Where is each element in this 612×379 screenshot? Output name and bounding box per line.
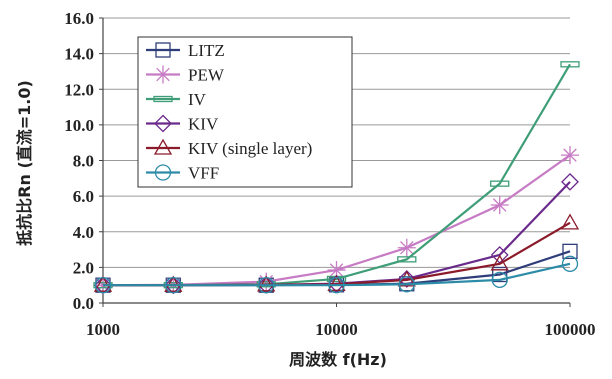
legend-marker-kiv-single-layer: [153, 138, 173, 155]
legend-label: PEW: [188, 66, 225, 85]
data-point-pew: [490, 196, 509, 215]
y-tick-label: 10.0: [64, 116, 94, 135]
y-tick-label: 8.0: [73, 152, 94, 171]
legend-entry-litz: LITZ: [146, 41, 225, 60]
data-point-kiv: [561, 172, 579, 191]
tick-labels: 0.0 2.0 4.0 6.0 8.0 10.0 12.0 14.0 16.0 1000 10000…: [64, 9, 595, 339]
legend-entry-kiv-single-layer: KIV (single layer): [146, 138, 312, 158]
y-tick-label: 4.0: [73, 223, 94, 242]
data-point-kiv-single-layer: [397, 270, 416, 287]
data-point-litz: [492, 266, 508, 283]
axes: [99, 17, 571, 307]
data-point-pew: [561, 146, 579, 165]
legend-label: KIV: [188, 115, 219, 134]
legend-label: VFF: [188, 164, 219, 183]
data-point-kiv-single-layer: [490, 254, 509, 271]
data-point-iv: [397, 256, 417, 263]
data-point-pew: [397, 238, 416, 257]
data-point-kiv-single-layer: [327, 274, 346, 291]
x-tick-label: 100000: [545, 320, 596, 339]
legend-marker-litz: [155, 42, 171, 58]
data-point-vff: [398, 276, 415, 293]
x-tick-label: 1000: [86, 320, 120, 339]
data-point-kiv-single-layer: [560, 213, 580, 230]
data-point-vff: [491, 271, 508, 288]
data-point-litz: [562, 243, 578, 259]
y-tick-label: 2.0: [73, 258, 94, 277]
y-tick-label: 16.0: [64, 9, 94, 28]
data-point-kiv: [397, 270, 416, 288]
y-tick-label: 0.0: [73, 294, 94, 313]
data-point-vff: [165, 277, 182, 294]
data-point-vff: [328, 277, 345, 294]
y-tick-label: 6.0: [73, 187, 94, 206]
data-point-vff: [94, 277, 112, 294]
legend-box: [137, 36, 353, 188]
x-axis-label: 周波数 f(Hz): [289, 350, 387, 369]
legend-label: IV: [188, 90, 207, 109]
data-point-kiv: [327, 274, 346, 293]
legend-entry-pew: PEW: [146, 65, 225, 85]
legend-entry-iv: IV: [146, 90, 207, 109]
legend-marker-pew: [154, 65, 172, 84]
data-point-vff: [258, 277, 275, 294]
legend-marker-kiv: [154, 114, 172, 133]
data-point-iv: [560, 61, 580, 68]
x-tick-label: 10000: [315, 320, 358, 339]
series-line-vff: [103, 262, 571, 287]
y-axis-label: 抵抗比Rn (直流=1.0): [15, 80, 34, 246]
legend-entry-vff: VFF: [146, 164, 219, 183]
y-tick-label: 12.0: [64, 80, 94, 99]
legend-entry-kiv: KIV: [146, 115, 219, 134]
series-layer: [93, 61, 580, 295]
legend-label: LITZ: [188, 41, 225, 60]
data-point-kiv-single-layer: [257, 275, 276, 292]
legend-marker-iv: [153, 95, 173, 103]
data-point-iv: [490, 180, 510, 187]
legend-label: KIV (single layer): [188, 139, 312, 158]
data-point-vff: [561, 255, 579, 272]
legend: LITZ PEW IV KIV KIV (single layer) VFF: [137, 36, 353, 188]
y-tick-label: 14.0: [64, 45, 94, 64]
legend-marker-vff: [154, 164, 172, 181]
